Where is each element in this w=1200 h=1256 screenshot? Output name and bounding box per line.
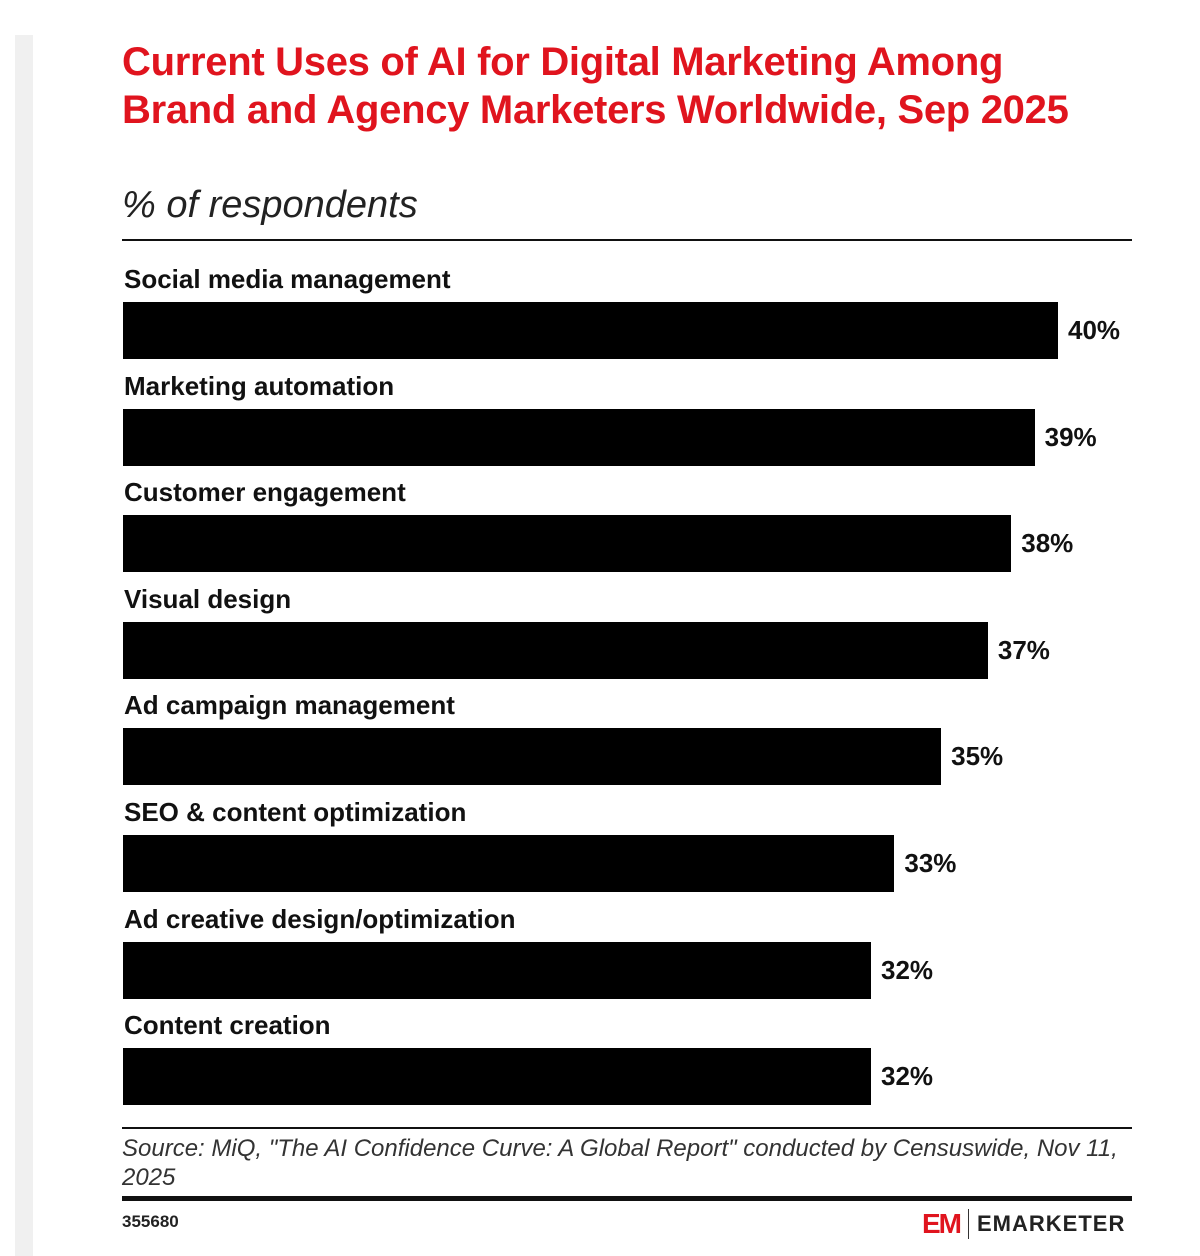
logo-text: EMARKETER	[977, 1211, 1126, 1236]
top-divider	[122, 239, 1132, 241]
bar	[123, 1048, 871, 1106]
category-label: Ad campaign management	[124, 690, 455, 721]
bar	[123, 302, 1058, 359]
category-label: Content creation	[124, 1010, 331, 1041]
emarketer-logo: EM EMARKETER	[922, 1208, 1125, 1240]
value-label: 40%	[1068, 315, 1121, 345]
chart-title: Current Uses of AI for Digital Marketing…	[122, 40, 1069, 132]
category-label: SEO & content optimization	[124, 797, 467, 827]
logo-mark: EM	[922, 1208, 962, 1239]
value-label: 35%	[951, 741, 1004, 772]
chart-subtitle: % of respondents	[122, 184, 418, 226]
value-label: 38%	[1021, 528, 1074, 559]
category-label: Social media management	[124, 264, 451, 294]
value-label: 39%	[1044, 421, 1097, 452]
left-scroll-strip	[15, 35, 33, 1256]
value-label: 32%	[881, 954, 934, 985]
bar	[123, 835, 895, 892]
bar	[123, 728, 942, 786]
source-divider	[122, 1127, 1132, 1129]
source-note: Source: MiQ, "The AI Confidence Curve: A…	[122, 1135, 1118, 1191]
category-label: Customer engagement	[124, 477, 406, 508]
category-label: Marketing automation	[124, 370, 395, 401]
bar	[123, 941, 871, 999]
value-label: 32%	[881, 1061, 934, 1092]
value-label: 33%	[904, 848, 957, 878]
chart-id: 355680	[122, 1212, 179, 1231]
category-label: Visual design	[124, 583, 292, 614]
category-label: Ad creative design/optimization	[124, 903, 516, 934]
bar	[123, 621, 988, 679]
logo-separator	[968, 1209, 969, 1239]
footer-divider	[122, 1196, 1132, 1201]
bar	[123, 515, 1012, 573]
bar	[123, 408, 1035, 466]
value-label: 37%	[997, 634, 1050, 665]
